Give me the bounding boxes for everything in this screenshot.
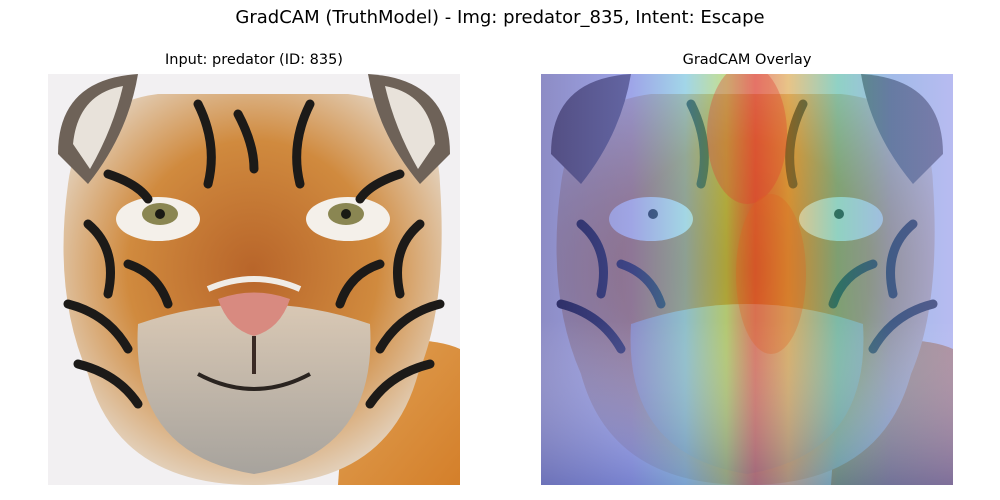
input-panel-title: Input: predator (ID: 835) <box>165 52 343 68</box>
figure-title: GradCAM (TruthModel) - Img: predator_835… <box>235 7 765 28</box>
gradcam-overlay-panel <box>541 74 953 485</box>
gradcam-overlay-image <box>541 74 953 485</box>
input-image-panel <box>48 74 460 485</box>
tiger-image <box>48 74 460 485</box>
heatmap-fade-layer <box>541 74 953 485</box>
overlay-panel-title: GradCAM Overlay <box>682 52 812 68</box>
